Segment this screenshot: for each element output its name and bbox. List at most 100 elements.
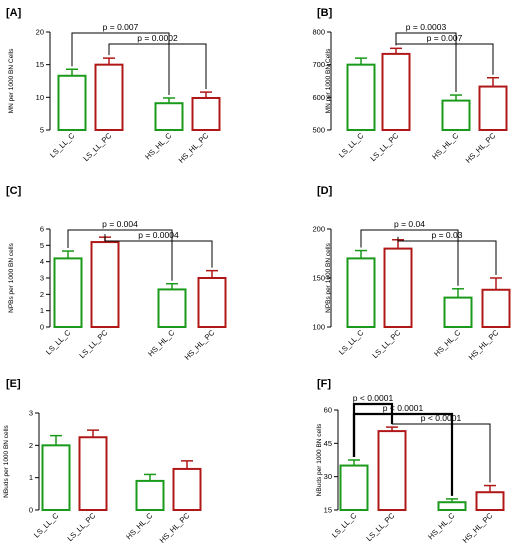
category-label: LS_LL_C — [32, 511, 61, 540]
bar — [381, 52, 411, 131]
significance-bracket — [352, 412, 454, 496]
significance-bracket — [67, 229, 173, 281]
y-tick-label: 1 — [29, 473, 33, 482]
category-label: LS_LL_C — [44, 328, 73, 357]
panel-2: [B] 500 600 700 800 MN per 1000 BN Cells LS_LL… — [312, 7, 508, 165]
category-label: HS_HL_C — [146, 328, 177, 359]
p-value-label: p < 0.0001 — [421, 413, 462, 423]
category-label: HS_HL_PC — [467, 328, 501, 362]
y-tick-label: 200 — [312, 225, 325, 234]
bar — [78, 436, 108, 511]
bar — [481, 288, 511, 329]
bar — [437, 501, 467, 512]
bar — [443, 296, 473, 329]
category-label: HS_HL_C — [124, 511, 155, 542]
panel-label: [B] — [317, 7, 333, 19]
category-label: HS_HL_C — [432, 328, 463, 359]
significance-bracket — [108, 43, 207, 90]
significance-bracket — [395, 32, 457, 93]
significance-bracket — [104, 234, 213, 268]
y-tick-label: 10 — [36, 93, 44, 102]
p-value-label: p = 0.0004 — [138, 230, 179, 240]
significance-bracket — [395, 43, 494, 75]
significance-bracket — [397, 236, 497, 275]
category-label: HS_HL_PC — [461, 511, 495, 545]
significance-bracket — [360, 229, 459, 286]
panel-5: [E] 0 1 2 3 NBuds per 1000 BN cells LS_LL_C LS_… — [3, 378, 202, 545]
bar — [383, 247, 413, 329]
bar — [41, 444, 71, 512]
y-tick-label: 60 — [324, 406, 332, 415]
y-tick-label: 3 — [29, 409, 33, 418]
bar — [478, 85, 508, 132]
panel-label: [E] — [6, 378, 21, 390]
p-value-label: p = 0.03 — [432, 230, 463, 240]
bar — [135, 479, 165, 511]
y-tick-label: 800 — [312, 28, 325, 37]
bar — [94, 63, 124, 131]
y-tick-label: 20 — [36, 28, 44, 37]
panel-label: [A] — [6, 7, 22, 19]
bar — [191, 96, 221, 131]
panel-4: [D] 100 150 200 NPBs per 1000 BN cells LS_LL_… — [312, 185, 511, 362]
bar — [475, 491, 505, 512]
p-value-label: p < 0.0001 — [383, 403, 424, 413]
category-label: LS_LL_C — [337, 131, 366, 160]
category-label: HS_HL_PC — [464, 131, 498, 165]
y-tick-label: 2 — [29, 441, 33, 450]
bar — [53, 257, 83, 328]
bar — [90, 241, 120, 328]
category-label: LS_LL_C — [48, 131, 77, 160]
significance-bracket — [391, 423, 491, 483]
panel-label: [C] — [6, 185, 22, 197]
y-tick-label: 5 — [40, 126, 44, 135]
bar — [339, 464, 369, 511]
y-tick-label: 700 — [312, 60, 325, 69]
category-label: LS_LL_PC — [81, 131, 113, 163]
category-label: LS_LL_C — [330, 511, 359, 540]
bar — [346, 257, 376, 328]
p-value-label: p = 0.0002 — [137, 33, 178, 43]
p-value-label: p < 0.0001 — [353, 393, 394, 403]
p-value-label: p = 0.007 — [103, 22, 139, 32]
y-tick-label: 15 — [36, 60, 44, 69]
bar — [57, 74, 87, 131]
category-label: HS_HL_C — [426, 511, 457, 542]
category-label: LS_LL_PC — [368, 131, 400, 163]
category-label: HS_HL_C — [430, 131, 461, 162]
panel-3: [C] 0 1 2 3 4 5 6 NPBs per 1000 BN cells LS_LL_C L… — [6, 185, 227, 362]
p-value-label: p = 0.04 — [394, 219, 425, 229]
y-tick-label: 45 — [324, 439, 332, 448]
y-tick-label: 0 — [29, 506, 33, 515]
y-tick-label: 600 — [312, 93, 325, 102]
p-value-label: p = 0.004 — [102, 219, 138, 229]
category-label: HS_HL_PC — [183, 328, 217, 362]
bar — [346, 63, 376, 131]
y-tick-label: 6 — [40, 225, 44, 234]
p-value-label: p = 0.0003 — [406, 22, 447, 32]
y-tick-label: 150 — [312, 274, 325, 283]
category-label: LS_LL_C — [337, 328, 366, 357]
y-axis-title: NPBs per 1000 BN cells — [325, 242, 332, 312]
category-label: LS_LL_PC — [370, 328, 402, 360]
y-tick-label: 5 — [40, 241, 44, 250]
panel-6: [F] 15 30 45 60 NBuds per 1000 BN cells LS_LL_… — [316, 378, 505, 545]
category-label: HS_HL_C — [143, 131, 174, 162]
y-axis-title: NBuds per 1000 BN cells — [3, 424, 10, 497]
y-axis-title: MN per 1000 BN Cells — [8, 48, 15, 113]
y-tick-label: 3 — [40, 274, 44, 283]
bar — [172, 467, 202, 512]
category-label: LS_LL_PC — [77, 328, 109, 360]
panel-label: [D] — [317, 185, 333, 197]
bar — [377, 430, 407, 511]
y-tick-label: 15 — [324, 506, 332, 515]
y-tick-label: 2 — [40, 290, 44, 299]
panel-label: [F] — [317, 378, 331, 390]
y-tick-label: 500 — [312, 126, 325, 135]
y-axis-title: NPBs per 1000 BN cells — [8, 242, 15, 312]
panel-1: [A] 5 10 15 20 MN per 1000 BN Cells LS_LL_C LS_… — [6, 7, 221, 165]
bar — [154, 102, 184, 131]
bar — [441, 99, 471, 131]
significance-bracket — [71, 32, 170, 95]
